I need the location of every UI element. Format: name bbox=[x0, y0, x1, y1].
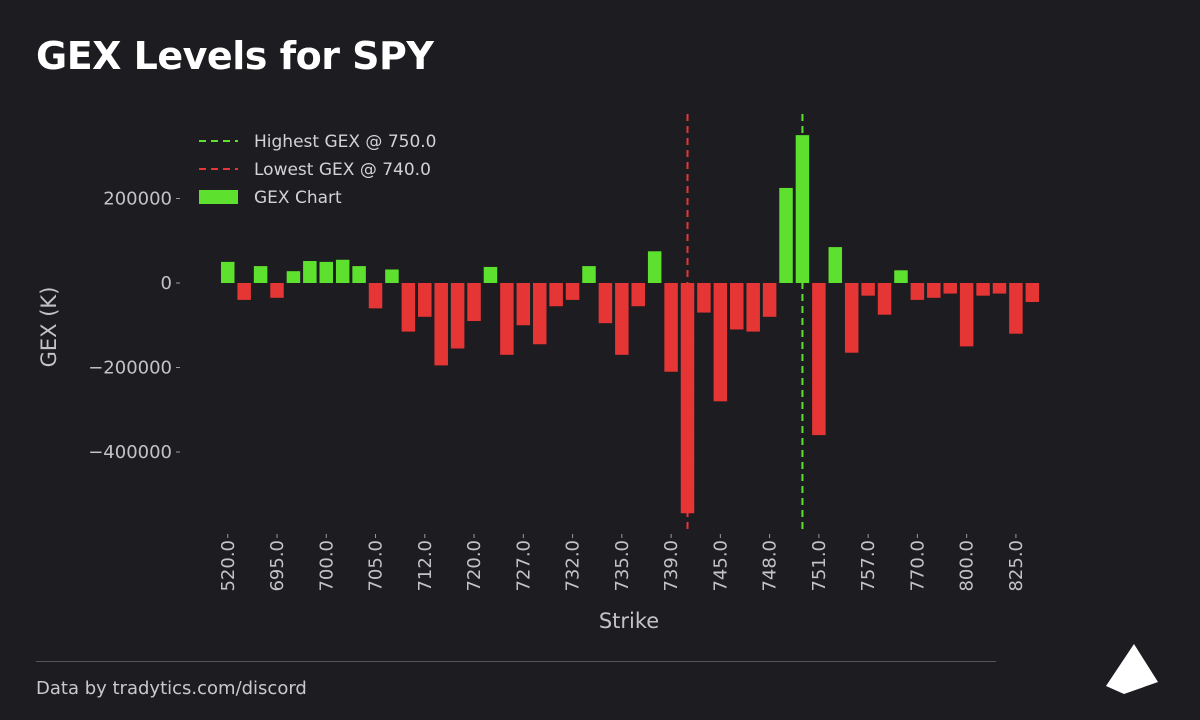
y-tick-label: 0 bbox=[161, 273, 172, 294]
gex-bar bbox=[549, 283, 563, 307]
legend-swatch bbox=[199, 190, 238, 204]
gex-bar bbox=[976, 283, 990, 296]
gex-bar bbox=[237, 283, 251, 300]
gex-bar bbox=[434, 283, 448, 366]
x-tick-label: 700.0 bbox=[316, 540, 337, 592]
gex-bar bbox=[253, 266, 268, 283]
gex-bar bbox=[270, 283, 284, 298]
gex-bar bbox=[516, 283, 531, 326]
gex-bar bbox=[500, 283, 514, 355]
gex-bar bbox=[582, 266, 596, 283]
gex-bar bbox=[828, 247, 843, 283]
gex-bar bbox=[746, 283, 760, 332]
gex-bar bbox=[598, 283, 613, 324]
gex-bar bbox=[450, 283, 465, 349]
gex-bar bbox=[1025, 283, 1040, 303]
gex-bar bbox=[335, 259, 350, 283]
gex-bar bbox=[894, 270, 908, 283]
gex-bar bbox=[844, 283, 859, 353]
gex-bar bbox=[352, 266, 366, 283]
gex-bar bbox=[631, 283, 645, 307]
gex-bar bbox=[368, 283, 383, 309]
x-tick-label: 739.0 bbox=[661, 540, 682, 592]
x-tick-label: 520.0 bbox=[218, 540, 239, 592]
x-tick-label: 735.0 bbox=[612, 540, 633, 592]
x-tick-label: 712.0 bbox=[415, 540, 436, 592]
gex-bar bbox=[418, 283, 432, 317]
legend-label: GEX Chart bbox=[254, 188, 342, 208]
gex-bar bbox=[565, 283, 580, 300]
legend-label: Highest GEX @ 750.0 bbox=[254, 132, 437, 152]
page-title: GEX Levels for SPY bbox=[36, 34, 434, 78]
gex-bar bbox=[697, 283, 711, 313]
gex-bar bbox=[713, 283, 728, 402]
gex-bar bbox=[795, 135, 810, 284]
y-axis-title: GEX (K) bbox=[37, 287, 61, 368]
gex-bar bbox=[664, 283, 678, 372]
gex-bar bbox=[385, 269, 399, 283]
gex-bar bbox=[286, 271, 301, 283]
y-axis: 200000 0 −200000 −400000 bbox=[88, 189, 180, 463]
x-tick-label: 800.0 bbox=[957, 540, 978, 592]
x-tick-label: 695.0 bbox=[267, 540, 288, 592]
gex-bar bbox=[812, 283, 826, 436]
gex-bar bbox=[910, 283, 925, 300]
gex-bar bbox=[959, 283, 974, 347]
reference-lines-layer bbox=[686, 114, 804, 534]
gex-bar bbox=[730, 283, 744, 330]
gex-bar bbox=[483, 266, 498, 283]
gex-bar bbox=[647, 251, 662, 283]
gex-bar bbox=[992, 283, 1007, 294]
gex-bar bbox=[943, 283, 957, 294]
gex-bar bbox=[467, 283, 481, 322]
gex-bar bbox=[615, 283, 629, 355]
gex-bar bbox=[877, 283, 892, 315]
x-axis: 520.0 695.0 700.0 705.0 712.0 720.0 727.0 732.0… bbox=[218, 534, 1027, 592]
gex-bar bbox=[319, 261, 334, 284]
x-tick-label: 770.0 bbox=[907, 540, 928, 592]
gex-bar bbox=[779, 187, 793, 283]
footer-credit: Data by tradytics.com/discord bbox=[36, 678, 307, 699]
bars-layer bbox=[221, 135, 1040, 514]
x-tick-label: 825.0 bbox=[1006, 540, 1027, 592]
x-tick-label: 705.0 bbox=[366, 540, 387, 592]
pyramid-logo-icon bbox=[1106, 644, 1158, 694]
legend-label: Lowest GEX @ 740.0 bbox=[254, 160, 431, 180]
legend: Highest GEX @ 750.0 Lowest GEX @ 740.0 GEX… bbox=[199, 132, 437, 208]
y-tick-label: 200000 bbox=[103, 189, 172, 210]
x-axis-title: Strike bbox=[599, 609, 659, 633]
footer-divider bbox=[36, 661, 996, 662]
gex-bar bbox=[221, 261, 235, 284]
y-tick-label: −200000 bbox=[88, 358, 172, 379]
gex-bar bbox=[532, 283, 547, 345]
gex-bar bbox=[401, 283, 416, 332]
y-tick-label: −400000 bbox=[88, 442, 172, 463]
x-tick-label: 751.0 bbox=[809, 540, 830, 592]
gex-bar bbox=[303, 261, 317, 283]
x-tick-label: 727.0 bbox=[513, 540, 534, 592]
x-tick-label: 720.0 bbox=[464, 540, 485, 592]
gex-bar bbox=[680, 283, 695, 514]
x-tick-label: 748.0 bbox=[760, 540, 781, 592]
x-tick-label: 745.0 bbox=[710, 540, 731, 592]
gex-bar bbox=[927, 283, 941, 298]
x-tick-label: 732.0 bbox=[563, 540, 584, 592]
gex-bar bbox=[861, 283, 875, 296]
x-tick-label: 757.0 bbox=[858, 540, 879, 592]
gex-bar bbox=[762, 283, 777, 317]
gex-bar bbox=[1009, 283, 1023, 334]
